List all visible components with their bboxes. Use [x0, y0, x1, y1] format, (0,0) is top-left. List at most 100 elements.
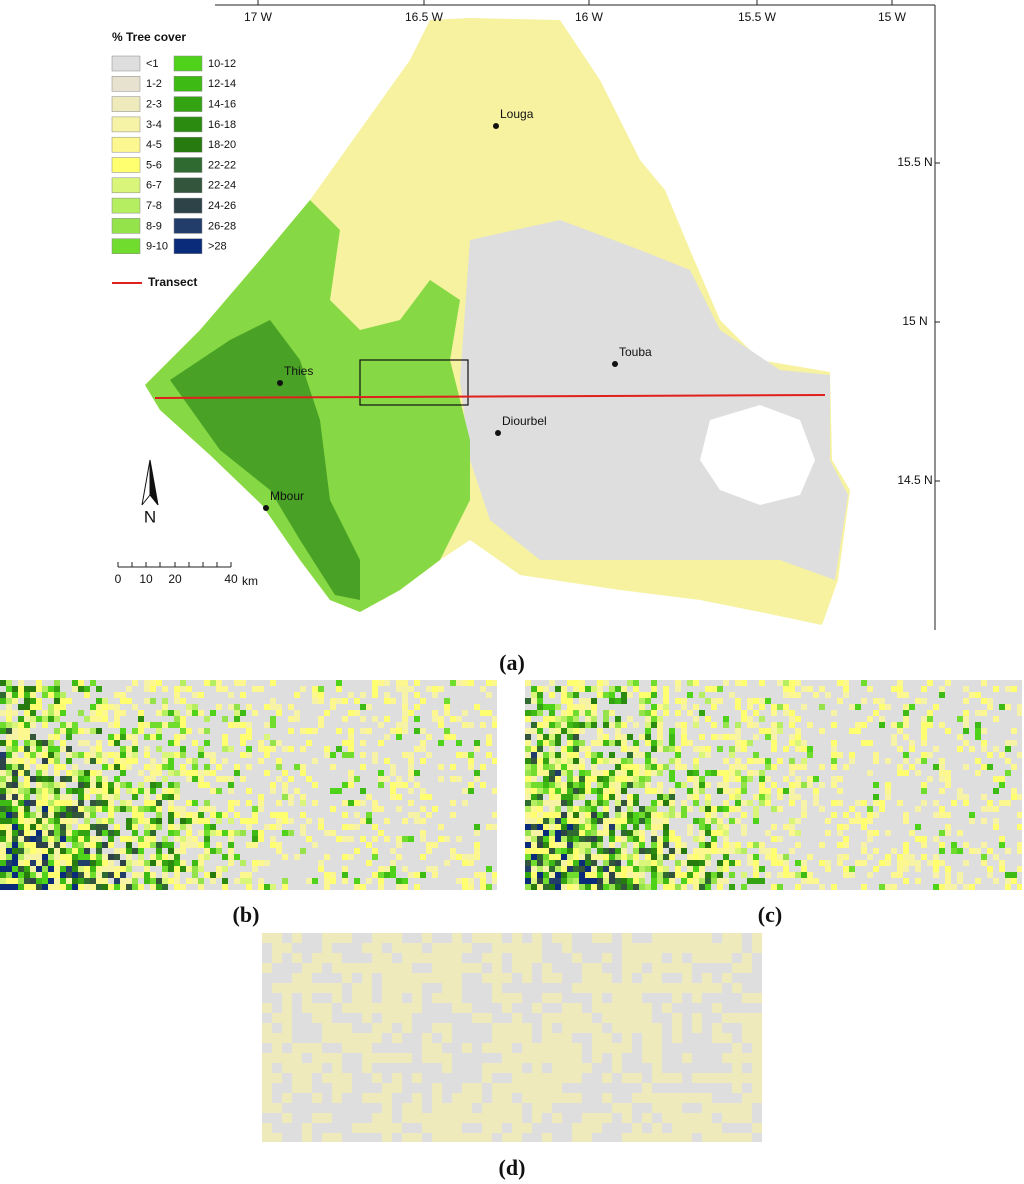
raster-cell [252, 842, 258, 848]
raster-cell [168, 722, 174, 728]
raster-cell [615, 860, 621, 866]
raster-cell [843, 854, 849, 860]
raster-cell [621, 758, 627, 764]
raster-cell [531, 710, 537, 716]
raster-cell [432, 1033, 442, 1043]
raster-cell [132, 758, 138, 764]
raster-cell [198, 818, 204, 824]
raster-cell [240, 740, 246, 746]
raster-cell [180, 836, 186, 842]
raster-cell [432, 710, 438, 716]
raster-cell [354, 824, 360, 830]
raster-cell [537, 860, 543, 866]
raster-cell [30, 854, 36, 860]
raster-cell [765, 788, 771, 794]
raster-cell [651, 758, 657, 764]
raster-cell [372, 692, 378, 698]
raster-cell [198, 728, 204, 734]
raster-cell [240, 818, 246, 824]
raster-cell [262, 943, 272, 953]
raster-cell [555, 770, 561, 776]
panel-label: (d) [499, 1155, 526, 1180]
raster-cell [933, 836, 939, 842]
raster-cell [651, 824, 657, 830]
raster-cell [54, 680, 60, 686]
raster-cell [222, 734, 228, 740]
raster-cell [615, 872, 621, 878]
raster-cell [240, 710, 246, 716]
raster-cell [90, 836, 96, 842]
raster-cell [252, 806, 258, 812]
raster-cell [675, 746, 681, 752]
raster-cell [663, 842, 669, 848]
raster-cell [783, 788, 789, 794]
raster-cell [621, 878, 627, 884]
raster-cell [993, 818, 999, 824]
raster-cell [885, 884, 891, 890]
raster-cell [612, 1033, 622, 1043]
raster-cell [777, 728, 783, 734]
raster-cell [60, 692, 66, 698]
raster-cell [6, 860, 12, 866]
raster-cell [102, 710, 108, 716]
raster-cell [198, 842, 204, 848]
raster-cell [462, 983, 472, 993]
raster-cell [669, 884, 675, 890]
raster-cell [30, 800, 36, 806]
raster-cell [945, 824, 951, 830]
raster-cell [712, 963, 722, 973]
raster-cell [48, 746, 54, 752]
raster-cell [921, 740, 927, 746]
raster-cell [921, 782, 927, 788]
raster-cell [537, 692, 543, 698]
raster-cell [532, 1033, 542, 1043]
raster-cell [753, 872, 759, 878]
raster-cell [723, 734, 729, 740]
raster-cell [408, 812, 414, 818]
raster-cell [717, 734, 723, 740]
raster-cell [474, 770, 480, 776]
raster-cell [18, 728, 24, 734]
raster-cell [789, 740, 795, 746]
raster-cell [657, 848, 663, 854]
raster-cell [1017, 848, 1022, 854]
raster-cell [288, 800, 294, 806]
raster-cell [362, 933, 372, 943]
raster-cell [222, 758, 228, 764]
raster-cell [234, 830, 240, 836]
raster-cell [482, 943, 492, 953]
raster-cell [72, 860, 78, 866]
raster-cell [561, 692, 567, 698]
raster-cell [186, 710, 192, 716]
raster-cell [837, 830, 843, 836]
raster-cell [855, 722, 861, 728]
raster-cell [420, 830, 426, 836]
raster-cell [0, 722, 6, 728]
raster-cell [48, 866, 54, 872]
raster-cell [150, 824, 156, 830]
raster-cell [735, 740, 741, 746]
raster-cell [903, 752, 909, 758]
raster-cell [168, 800, 174, 806]
raster-cell [532, 1023, 542, 1033]
raster-cell [651, 878, 657, 884]
raster-cell [549, 776, 555, 782]
raster-cell [272, 1083, 282, 1093]
raster-cell [602, 963, 612, 973]
raster-cell [198, 752, 204, 758]
raster-cell [579, 704, 585, 710]
raster-cell [12, 752, 18, 758]
raster-cell [729, 884, 735, 890]
raster-cell [24, 800, 30, 806]
raster-cell [585, 776, 591, 782]
raster-cell [120, 860, 126, 866]
raster-cell [909, 746, 915, 752]
raster-cell [662, 1063, 672, 1073]
raster-cell [102, 830, 108, 836]
raster-cell [542, 1123, 552, 1133]
raster-cell [693, 770, 699, 776]
raster-cell [144, 752, 150, 758]
raster-cell [486, 734, 492, 740]
raster-cell [300, 794, 306, 800]
raster-cell [204, 752, 210, 758]
